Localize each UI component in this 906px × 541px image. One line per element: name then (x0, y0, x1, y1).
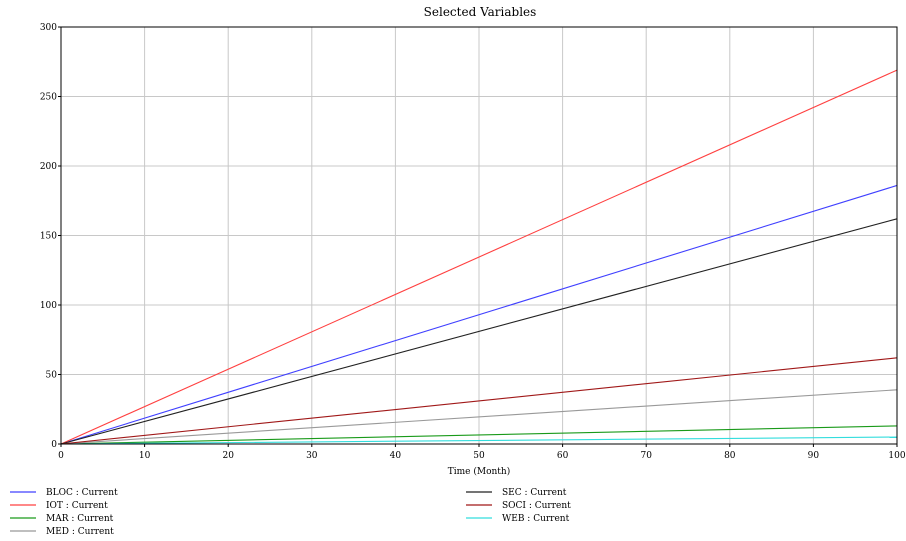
x-tick-label: 60 (557, 451, 569, 461)
series-line-iot (60, 69, 898, 445)
series-line-med (60, 389, 898, 445)
x-axis-label: Time (Month) (448, 466, 510, 477)
series-layer (60, 69, 898, 445)
y-tick-label: 250 (40, 93, 57, 103)
chart-title: Selected Variables (424, 5, 537, 19)
legend-label: SEC : Current (502, 488, 567, 498)
x-axis: 0 10 20 30 40 50 60 70 80 90 100 (58, 444, 906, 461)
y-axis: 0 50 100 150 200 250 300 (40, 23, 61, 450)
legend-label: WEB : Current (502, 514, 570, 524)
series-line-bloc (60, 184, 898, 445)
x-tick-label: 0 (58, 451, 64, 461)
grid-lines (61, 27, 897, 444)
series-line-web (60, 436, 898, 445)
y-tick-label: 0 (51, 440, 57, 450)
x-tick-label: 80 (724, 451, 736, 461)
x-tick-label: 20 (222, 451, 234, 461)
x-tick-label: 10 (139, 451, 151, 461)
x-tick-label: 100 (888, 451, 905, 461)
series-line-mar (60, 425, 898, 445)
y-tick-label: 100 (40, 301, 57, 311)
legend-label: IOT : Current (46, 501, 108, 511)
x-tick-label: 30 (306, 451, 318, 461)
legend-label: BLOC : Current (46, 488, 118, 498)
x-tick-label: 40 (390, 451, 402, 461)
series-line-sec (60, 218, 898, 445)
y-tick-label: 50 (46, 371, 58, 381)
x-tick-label: 50 (473, 451, 485, 461)
x-tick-label: 90 (808, 451, 820, 461)
legend-label: MED : Current (46, 527, 114, 537)
legend-label: MAR : Current (46, 514, 114, 524)
legend-label: SOCI : Current (502, 501, 571, 511)
y-tick-label: 150 (40, 232, 57, 242)
y-tick-label: 300 (40, 23, 57, 33)
y-tick-label: 200 (40, 162, 57, 172)
series-line-soci (60, 357, 898, 445)
x-tick-label: 70 (640, 451, 652, 461)
legend: BLOC : Current IOT : Current MAR : Current… (10, 488, 571, 537)
